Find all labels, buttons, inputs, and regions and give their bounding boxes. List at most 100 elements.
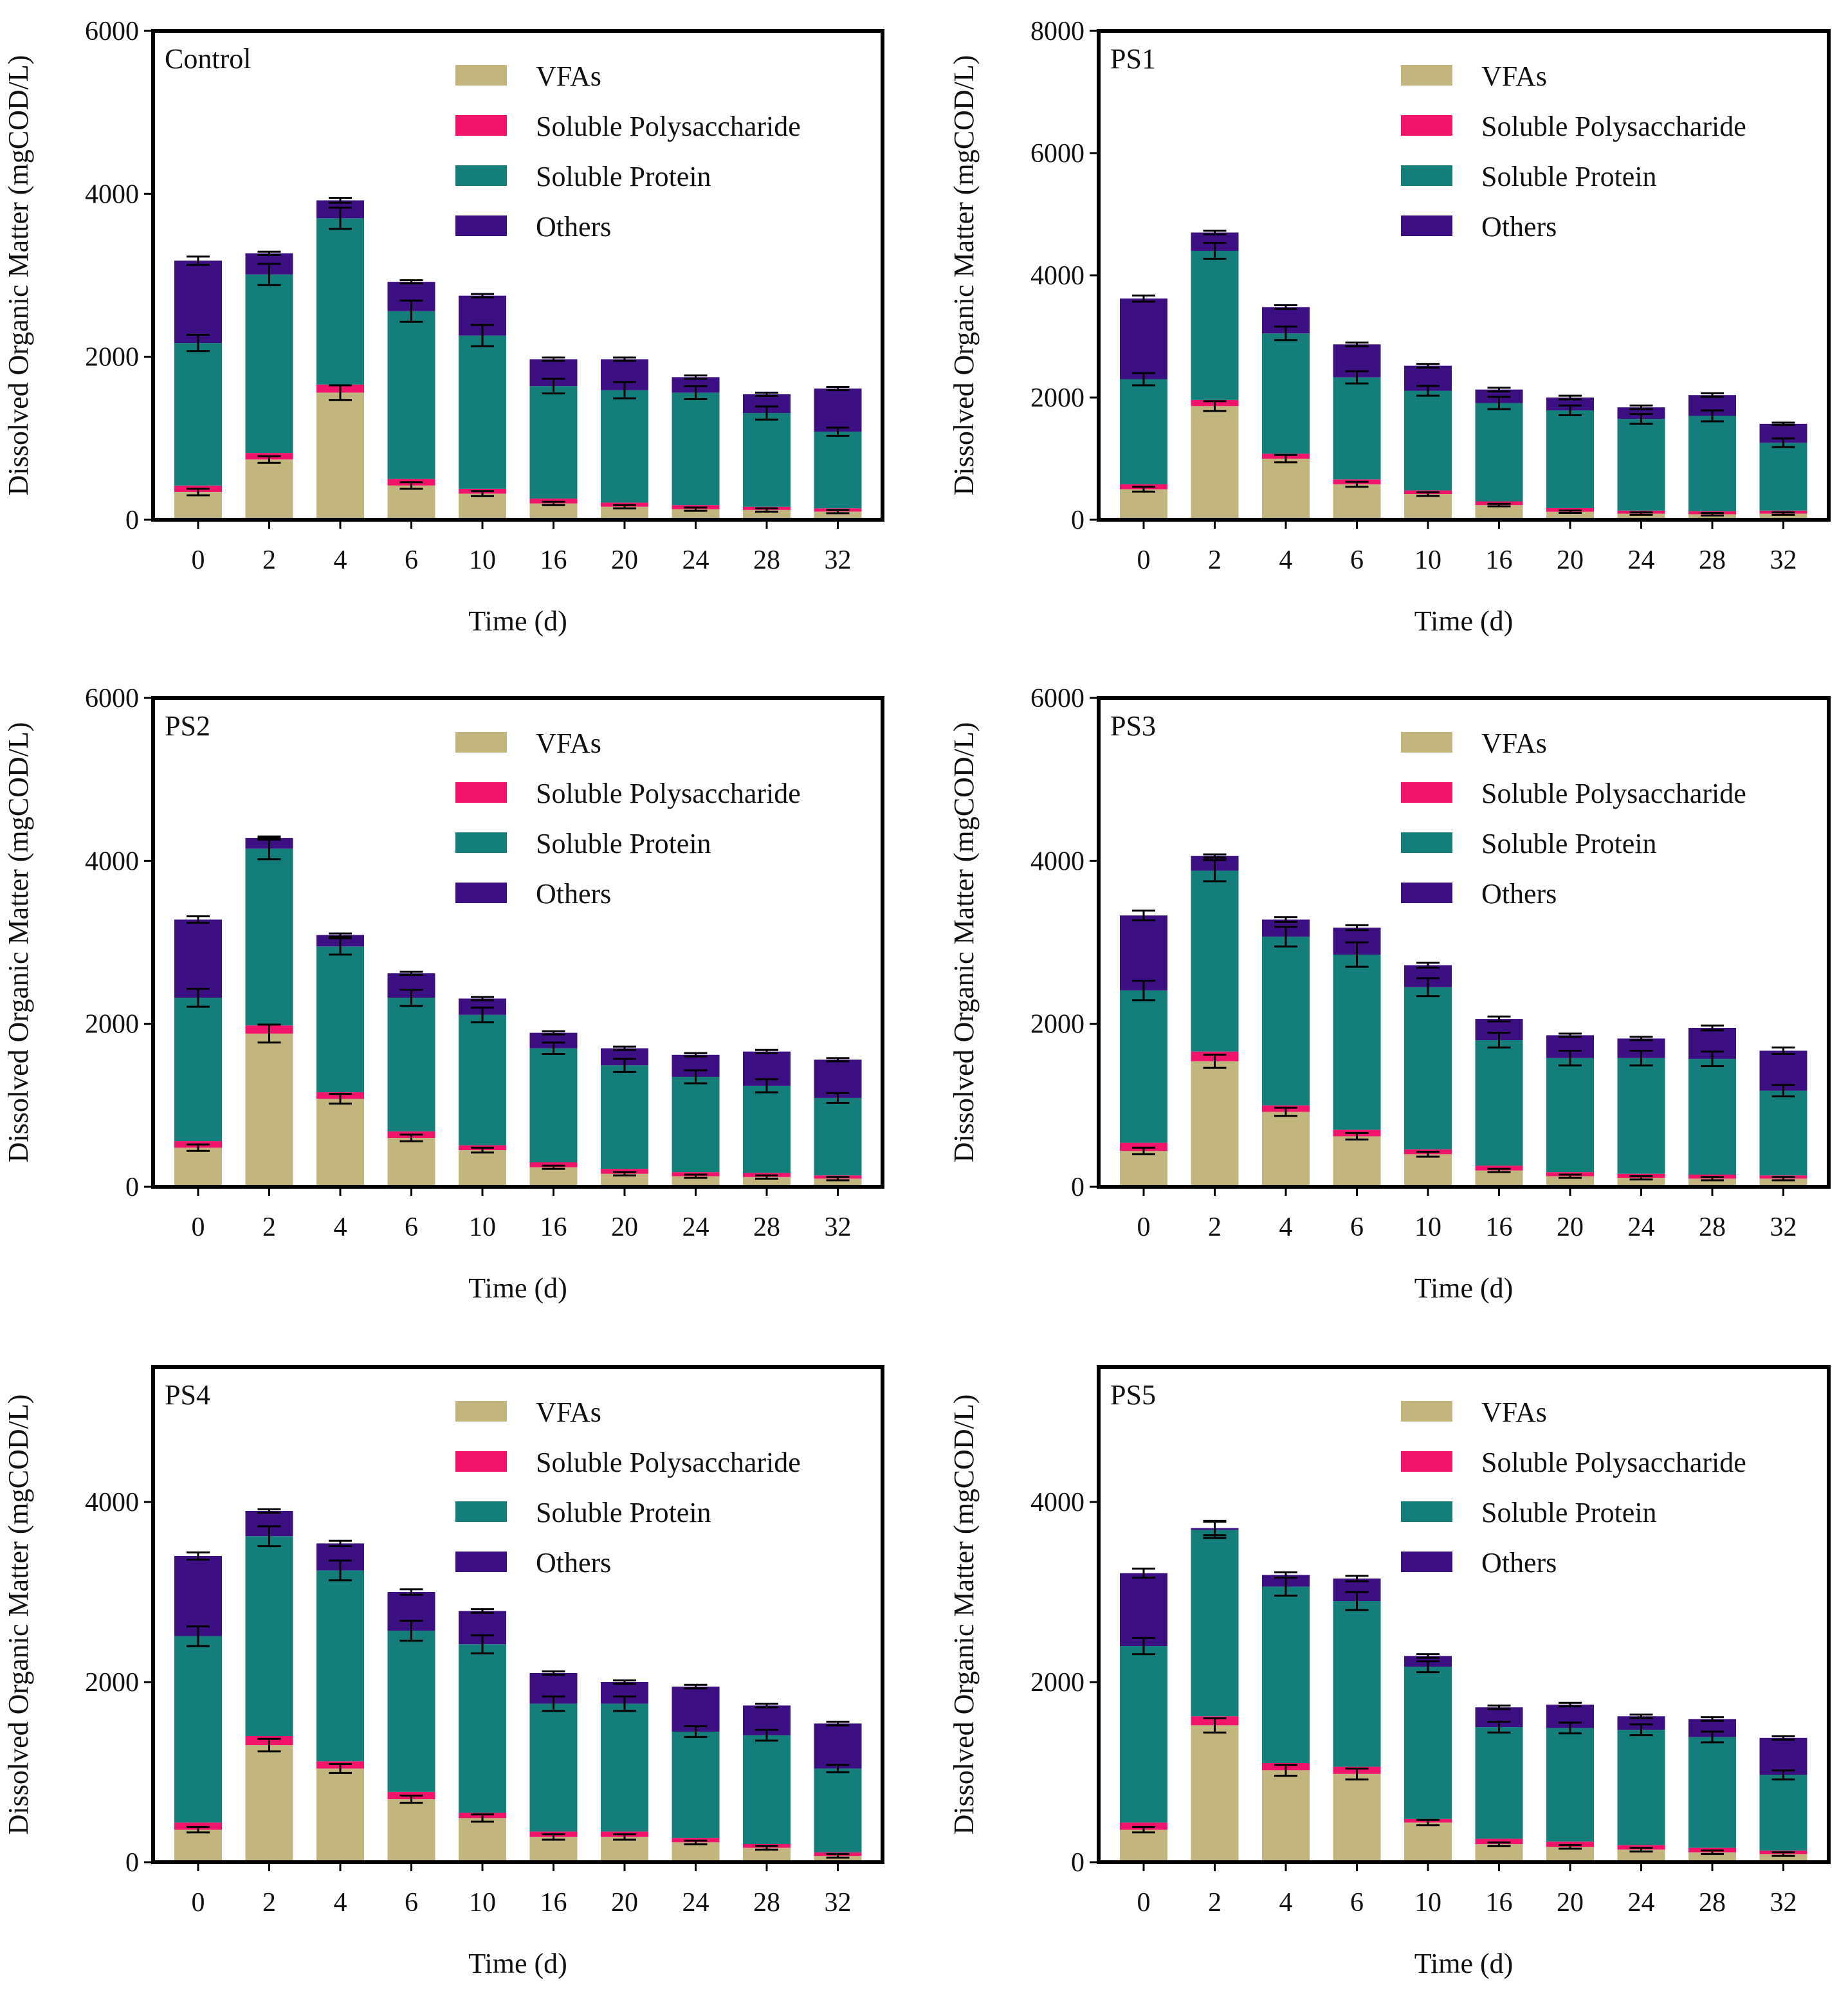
- legend-swatch-soluble-protein: [1401, 1501, 1452, 1522]
- bar-soluble-protein-day-24: [672, 392, 720, 506]
- x-tick-label: 6: [1350, 545, 1364, 575]
- legend-swatch-soluble-polysaccharide: [1401, 1451, 1452, 1472]
- bar-vfas-day-4: [316, 1099, 364, 1187]
- x-tick-label: 32: [825, 1213, 852, 1242]
- x-tick-label: 6: [405, 545, 418, 575]
- y-tick-label: 4000: [1030, 1488, 1084, 1517]
- bar-vfas-day-10: [459, 493, 506, 520]
- bar-vfas-day-6: [1333, 484, 1381, 520]
- x-tick-label: 28: [1699, 1213, 1726, 1242]
- legend-label-others: Others: [536, 211, 611, 243]
- bar-vfas-day-2: [1191, 406, 1239, 520]
- bar-soluble-protein-day-4: [1262, 333, 1310, 454]
- bar-vfas-day-16: [1475, 505, 1523, 520]
- y-axis-title: Dissolved Organic Matter (mgCOD/L): [3, 722, 34, 1163]
- legend-swatch-soluble-protein: [455, 1501, 507, 1522]
- x-tick-label: 0: [192, 1213, 205, 1242]
- legend-swatch-vfas: [1401, 65, 1452, 86]
- x-tick-label: 32: [1770, 1213, 1797, 1242]
- bar-vfas-day-16: [529, 503, 578, 520]
- x-tick-label: 10: [1414, 1213, 1441, 1242]
- bar-soluble-protein-day-0: [1120, 1646, 1167, 1823]
- plot-frame: [1097, 29, 1831, 522]
- bar-soluble-protein-day-2: [1191, 251, 1239, 400]
- legend-label-soluble-polysaccharide: Soluble Polysaccharide: [536, 1447, 801, 1478]
- bar-vfas-day-20: [601, 506, 648, 520]
- bar-others-day-24: [1617, 1716, 1665, 1730]
- bar-soluble-protein-day-24: [672, 1077, 720, 1173]
- chart-panel-ps4: 0 2 4 6 10 16 20 24 28 32020004000PS4VFAsSoluble …: [3, 1365, 884, 1979]
- bar-vfas-day-0: [174, 491, 222, 520]
- legend-swatch-vfas: [455, 65, 507, 86]
- y-tick-label: 6000: [85, 684, 139, 713]
- x-tick-label: 4: [334, 545, 347, 575]
- bar-vfas-day-32: [1759, 1854, 1807, 1862]
- bar-soluble-protein-day-32: [814, 1097, 862, 1176]
- y-tick-label: 0: [125, 1848, 139, 1878]
- legend-swatch-soluble-protein: [1401, 165, 1452, 186]
- bar-vfas-day-32: [814, 1856, 862, 1862]
- x-tick-label: 0: [1137, 1213, 1151, 1242]
- x-tick-label: 16: [1486, 1213, 1513, 1242]
- bar-vfas-day-24: [1617, 1849, 1665, 1862]
- y-tick-label: 4000: [85, 179, 139, 209]
- bar-soluble-protein-day-16: [1475, 1727, 1523, 1839]
- bar-soluble-protein-day-4: [316, 1570, 364, 1762]
- y-axis-title: Dissolved Organic Matter (mgCOD/L): [948, 55, 980, 496]
- y-tick-label: 4000: [85, 847, 139, 876]
- y-tick-label: 2000: [85, 1010, 139, 1039]
- bar-soluble-protein-day-16: [529, 1703, 578, 1832]
- bar-vfas-day-28: [743, 509, 791, 520]
- chart-panel-ps1: 0 2 4 6 10 16 20 24 28 3202000400060008000PS1VFAs…: [948, 17, 1831, 637]
- legend-swatch-soluble-protein: [455, 165, 507, 186]
- y-tick-label: 0: [125, 506, 139, 535]
- x-tick-label: 32: [825, 1888, 852, 1918]
- y-tick-label: 2000: [1030, 383, 1084, 413]
- bar-vfas-day-10: [1404, 494, 1452, 520]
- x-tick-label: 2: [262, 1888, 276, 1918]
- x-tick-label: 2: [1208, 1213, 1221, 1242]
- bar-soluble-protein-day-28: [743, 1735, 791, 1844]
- x-tick-label: 16: [1486, 1888, 1513, 1918]
- x-tick-label: 0: [192, 545, 205, 575]
- bar-vfas-day-0: [1120, 1829, 1167, 1862]
- x-tick-label: 24: [682, 1888, 709, 1918]
- bar-vfas-day-4: [1262, 1112, 1310, 1187]
- legend-label-others: Others: [1481, 211, 1557, 243]
- bar-vfas-day-24: [672, 509, 720, 520]
- bar-soluble-protein-day-20: [601, 390, 648, 503]
- bar-vfas-day-10: [1404, 1822, 1452, 1862]
- panel-title: PS3: [1110, 710, 1156, 742]
- legend-swatch-vfas: [455, 732, 507, 753]
- legend-label-soluble-protein: Soluble Protein: [536, 161, 711, 192]
- bar-others-day-32: [814, 389, 862, 432]
- bar-soluble-protein-day-28: [1688, 416, 1736, 511]
- bar-vfas-day-2: [245, 1033, 293, 1187]
- bar-soluble-protein-day-0: [1120, 990, 1167, 1143]
- legend-label-soluble-protein: Soluble Protein: [1481, 1497, 1657, 1528]
- y-axis-title: Dissolved Organic Matter (mgCOD/L): [3, 1395, 34, 1835]
- x-tick-label: 24: [682, 1213, 709, 1242]
- bar-soluble-protein-day-24: [672, 1732, 720, 1838]
- bar-others-day-0: [1120, 915, 1167, 991]
- bar-soluble-protein-day-0: [174, 1636, 222, 1823]
- bar-soluble-protein-day-16: [529, 1048, 578, 1162]
- bar-soluble-protein-day-24: [1617, 1730, 1665, 1845]
- x-tick-label: 4: [1279, 1888, 1293, 1918]
- bar-soluble-protein-day-32: [814, 432, 862, 509]
- x-tick-label: 28: [753, 1888, 780, 1918]
- legend-label-soluble-protein: Soluble Protein: [536, 1497, 711, 1528]
- bar-soluble-protein-day-6: [1333, 955, 1381, 1130]
- legend-label-others: Others: [1481, 1547, 1557, 1579]
- bar-vfas-day-0: [174, 1148, 222, 1187]
- bar-soluble-protein-day-32: [814, 1768, 862, 1853]
- bar-vfas-day-20: [601, 1173, 648, 1187]
- bar-soluble-protein-day-0: [1120, 379, 1167, 484]
- x-tick-label: 6: [1350, 1888, 1364, 1918]
- bar-vfas-day-6: [1333, 1773, 1381, 1862]
- x-axis-title: Time (d): [468, 1948, 567, 1979]
- y-axis-title: Dissolved Organic Matter (mgCOD/L): [948, 722, 980, 1163]
- x-tick-label: 4: [1279, 545, 1293, 575]
- legend-label-soluble-protein: Soluble Protein: [536, 828, 711, 859]
- bar-soluble-protein-day-28: [1688, 1059, 1736, 1175]
